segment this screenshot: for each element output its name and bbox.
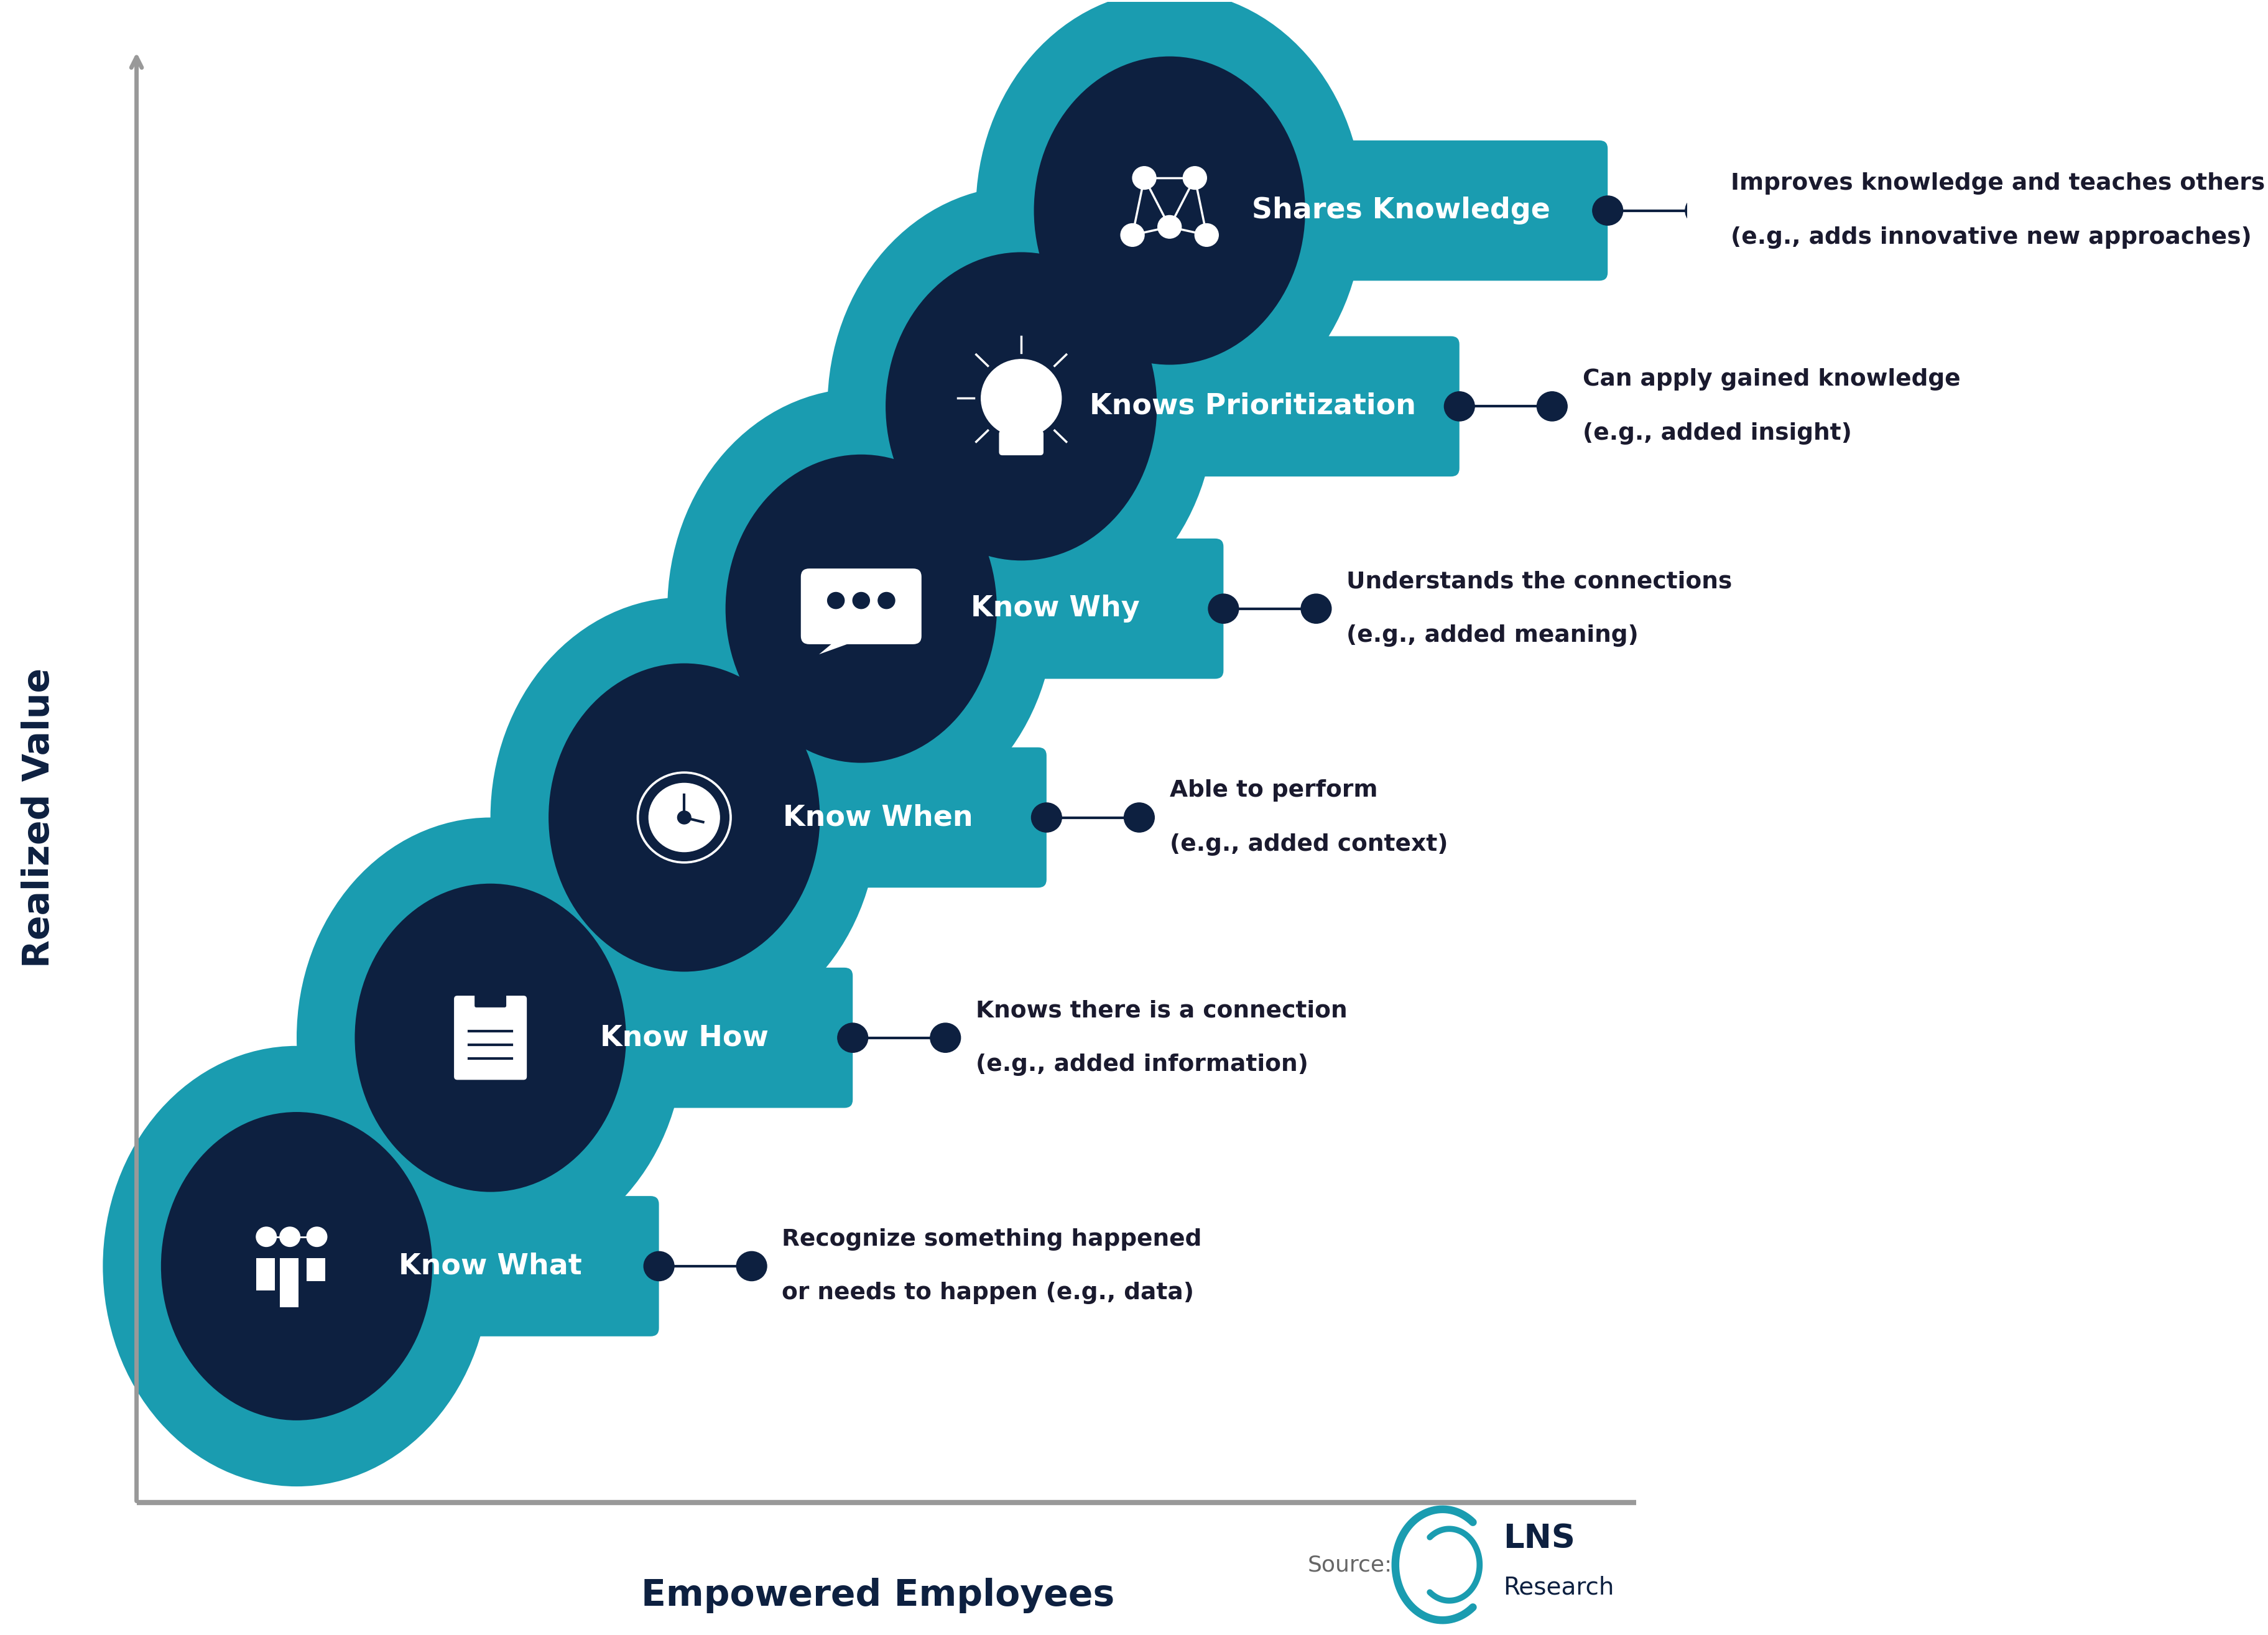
Text: Source:: Source: <box>1306 1555 1393 1575</box>
Circle shape <box>1182 167 1207 190</box>
Text: Realized Value: Realized Value <box>20 667 57 968</box>
Ellipse shape <box>102 1046 490 1486</box>
Text: Empowered Employees: Empowered Employees <box>642 1578 1114 1614</box>
Text: Know Why: Know Why <box>971 595 1139 623</box>
FancyBboxPatch shape <box>256 1257 274 1290</box>
Circle shape <box>678 811 692 824</box>
Text: LNS: LNS <box>1504 1522 1574 1555</box>
Polygon shape <box>819 636 869 654</box>
Ellipse shape <box>549 664 819 971</box>
Circle shape <box>644 1251 674 1280</box>
FancyBboxPatch shape <box>998 430 1043 455</box>
Circle shape <box>1300 594 1331 623</box>
Circle shape <box>878 592 894 608</box>
Circle shape <box>1132 167 1157 190</box>
Ellipse shape <box>1034 56 1304 365</box>
Text: Shares Knowledge: Shares Knowledge <box>1252 196 1549 224</box>
Circle shape <box>837 1024 869 1053</box>
Text: (e.g., added context): (e.g., added context) <box>1170 834 1447 855</box>
Text: Knows Prioritization: Knows Prioritization <box>1089 392 1415 420</box>
Text: Can apply gained knowledge: Can apply gained knowledge <box>1583 368 1960 391</box>
Ellipse shape <box>490 597 878 1038</box>
Ellipse shape <box>667 389 1055 829</box>
Circle shape <box>930 1024 959 1053</box>
Circle shape <box>1195 224 1218 247</box>
Circle shape <box>1120 224 1143 247</box>
Ellipse shape <box>828 186 1216 626</box>
FancyBboxPatch shape <box>181 1197 658 1336</box>
Circle shape <box>306 1226 327 1246</box>
Text: Understands the connections: Understands the connections <box>1347 571 1733 594</box>
Text: Improves knowledge and teaches others: Improves knowledge and teaches others <box>1730 172 2263 195</box>
Circle shape <box>828 592 844 608</box>
Text: Know When: Know When <box>782 803 973 832</box>
Circle shape <box>980 360 1061 437</box>
Ellipse shape <box>161 1112 433 1421</box>
FancyBboxPatch shape <box>374 968 853 1109</box>
FancyBboxPatch shape <box>801 569 921 644</box>
FancyBboxPatch shape <box>905 337 1458 476</box>
Ellipse shape <box>297 818 685 1257</box>
Text: Able to perform: Able to perform <box>1170 780 1377 801</box>
Circle shape <box>1123 803 1154 832</box>
Circle shape <box>256 1226 277 1246</box>
FancyBboxPatch shape <box>279 1257 297 1306</box>
Ellipse shape <box>354 883 626 1192</box>
Circle shape <box>737 1251 767 1280</box>
Text: Know How: Know How <box>599 1024 769 1051</box>
Text: (e.g., added meaning): (e.g., added meaning) <box>1347 625 1637 647</box>
Circle shape <box>637 772 730 863</box>
Text: or needs to happen (e.g., data): or needs to happen (e.g., data) <box>782 1282 1193 1305</box>
Circle shape <box>1209 594 1238 623</box>
Circle shape <box>1685 196 1715 226</box>
Ellipse shape <box>885 252 1157 561</box>
Ellipse shape <box>726 455 996 764</box>
FancyBboxPatch shape <box>1055 141 1608 281</box>
Text: Recognize something happened: Recognize something happened <box>782 1228 1202 1251</box>
Circle shape <box>1535 392 1567 422</box>
FancyBboxPatch shape <box>454 996 526 1079</box>
Circle shape <box>1157 216 1182 239</box>
Circle shape <box>649 783 719 852</box>
Text: (e.g., added insight): (e.g., added insight) <box>1583 422 1851 445</box>
FancyBboxPatch shape <box>746 538 1222 679</box>
Circle shape <box>1592 196 1622 226</box>
Text: (e.g., added information): (e.g., added information) <box>975 1053 1309 1076</box>
Circle shape <box>1445 392 1474 422</box>
FancyBboxPatch shape <box>474 988 506 1007</box>
FancyBboxPatch shape <box>569 747 1046 888</box>
Text: (e.g., adds innovative new approaches): (e.g., adds innovative new approaches) <box>1730 226 2252 249</box>
Circle shape <box>853 592 869 608</box>
Circle shape <box>640 773 728 862</box>
Text: Research: Research <box>1504 1576 1615 1599</box>
Circle shape <box>279 1226 299 1246</box>
Text: Know What: Know What <box>399 1252 583 1280</box>
FancyBboxPatch shape <box>306 1257 324 1280</box>
Text: Knows there is a connection: Knows there is a connection <box>975 999 1347 1022</box>
Circle shape <box>1032 803 1061 832</box>
Ellipse shape <box>975 0 1363 432</box>
